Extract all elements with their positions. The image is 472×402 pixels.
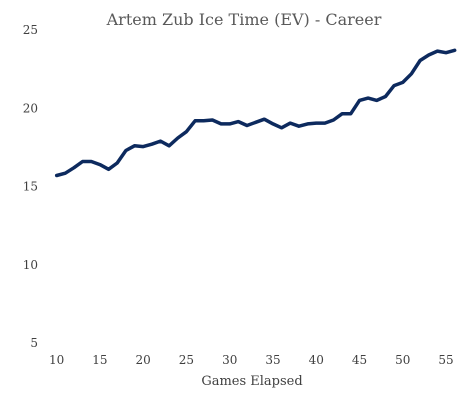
x-tick-label: 40 [309, 353, 324, 367]
x-tick-label: 50 [395, 353, 410, 367]
x-tick-label: 45 [352, 353, 367, 367]
chart-title: Artem Zub Ice Time (EV) - Career [106, 10, 382, 29]
y-tick-label: 10 [23, 258, 38, 272]
x-axis-ticks: 10 15 20 25 30 35 40 45 50 55 [49, 353, 454, 367]
x-tick-label: 35 [265, 353, 280, 367]
x-tick-label: 55 [438, 353, 453, 367]
x-tick-label: 30 [222, 353, 237, 367]
x-tick-label: 25 [179, 353, 194, 367]
x-tick-label: 20 [136, 353, 151, 367]
x-axis-label: Games Elapsed [201, 374, 302, 389]
series-lines [57, 50, 455, 175]
y-tick-label: 20 [23, 101, 38, 115]
x-tick-label: 15 [92, 353, 107, 367]
y-axis-ticks: 5 10 15 20 25 [23, 23, 38, 350]
x-tick-label: 10 [49, 353, 64, 367]
y-tick-label: 25 [23, 23, 38, 37]
series-line [57, 50, 455, 175]
y-tick-label: 5 [30, 336, 38, 350]
y-tick-label: 15 [23, 180, 38, 194]
